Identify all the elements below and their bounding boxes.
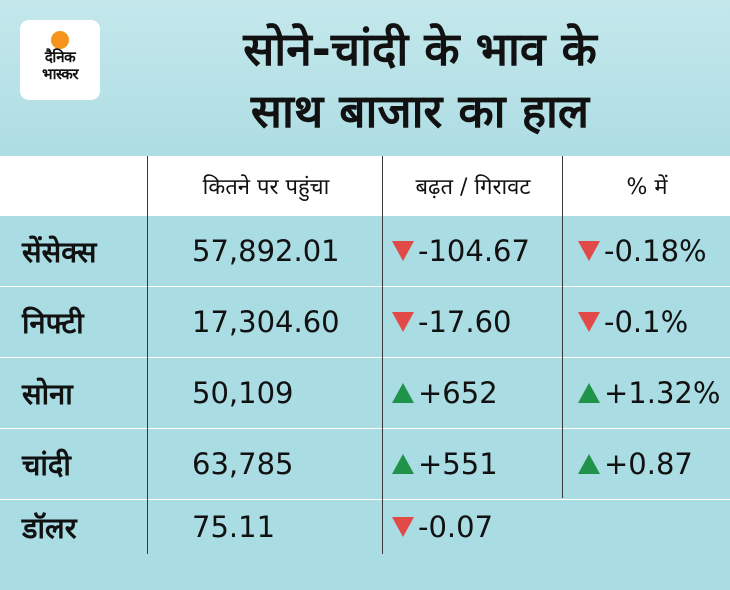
row-value: 17,304.60 — [192, 305, 340, 339]
percent-text: -0.1% — [604, 305, 689, 339]
column-divider — [147, 156, 148, 554]
down-arrow-icon — [392, 517, 414, 537]
change-text: +551 — [418, 447, 498, 481]
table-row: सेंसेक्स 57,892.01 -104.67 -0.18% — [0, 216, 730, 286]
header-banner: दैनिक भास्कर सोने-चांदी के भाव के साथ बा… — [0, 0, 730, 156]
table-row: चांदी 63,785 +551 +0.87 — [0, 429, 730, 499]
row-change: +551 — [392, 429, 498, 499]
row-value: 75.11 — [192, 510, 276, 544]
row-percent: +0.87 — [578, 429, 693, 499]
percent-text: -0.18% — [604, 234, 707, 268]
row-percent: -0.18% — [578, 216, 707, 286]
up-arrow-icon — [392, 454, 414, 474]
down-arrow-icon — [578, 312, 600, 332]
row-change: -104.67 — [392, 216, 530, 286]
column-divider — [562, 156, 563, 498]
up-arrow-icon — [578, 383, 600, 403]
table-row: सोना 50,109 +652 +1.32% — [0, 358, 730, 428]
brand-line-2: भास्कर — [42, 65, 78, 83]
brand-line-1: दैनिक — [44, 48, 76, 66]
row-divider — [0, 428, 730, 429]
down-arrow-icon — [392, 312, 414, 332]
title-line-2: साथ बाजार का हाल — [250, 84, 590, 138]
row-name: निफ्टी — [22, 305, 84, 340]
table-header: कितने पर पहुंचा बढ़त / गिरावट % में — [0, 156, 730, 216]
row-value: 50,109 — [192, 376, 294, 410]
brand-logo: दैनिक भास्कर — [20, 20, 100, 100]
row-value: 57,892.01 — [192, 234, 340, 268]
down-arrow-icon — [578, 241, 600, 261]
row-percent: +1.32% — [578, 358, 720, 428]
row-name: चांदी — [22, 447, 71, 482]
change-text: -104.67 — [418, 234, 530, 268]
header-change: बढ़त / गिरावट — [415, 175, 531, 200]
down-arrow-icon — [392, 241, 414, 261]
row-change: -0.07 — [392, 500, 493, 554]
percent-text: +0.87 — [604, 447, 693, 481]
row-name: डॉलर — [22, 510, 77, 545]
column-divider — [382, 156, 383, 554]
row-change: -17.60 — [392, 287, 512, 357]
title-line-1: सोने-चांदी के भाव के — [243, 22, 597, 76]
market-table: कितने पर पहुंचा बढ़त / गिरावट % में सेंस… — [0, 156, 730, 590]
change-text: -0.07 — [418, 510, 494, 544]
change-text: +652 — [418, 376, 498, 410]
table-row: निफ्टी 17,304.60 -17.60 -0.1% — [0, 287, 730, 357]
page-title: सोने-चांदी के भाव के साथ बाजार का हाल — [120, 18, 720, 142]
row-percent: -0.1% — [578, 287, 688, 357]
row-name: सेंसेक्स — [22, 234, 97, 269]
table-row: डॉलर 75.11 -0.07 — [0, 500, 730, 554]
sun-icon — [51, 31, 69, 49]
header-value: कितने पर पहुंचा — [202, 175, 330, 200]
up-arrow-icon — [578, 454, 600, 474]
row-change: +652 — [392, 358, 498, 428]
row-divider — [0, 357, 730, 358]
header-percent: % में — [626, 175, 668, 200]
up-arrow-icon — [392, 383, 414, 403]
row-value: 63,785 — [192, 447, 294, 481]
percent-text: +1.32% — [604, 376, 721, 410]
row-name: सोना — [22, 376, 73, 411]
row-divider — [0, 499, 730, 500]
row-divider — [0, 286, 730, 287]
change-text: -17.60 — [418, 305, 512, 339]
